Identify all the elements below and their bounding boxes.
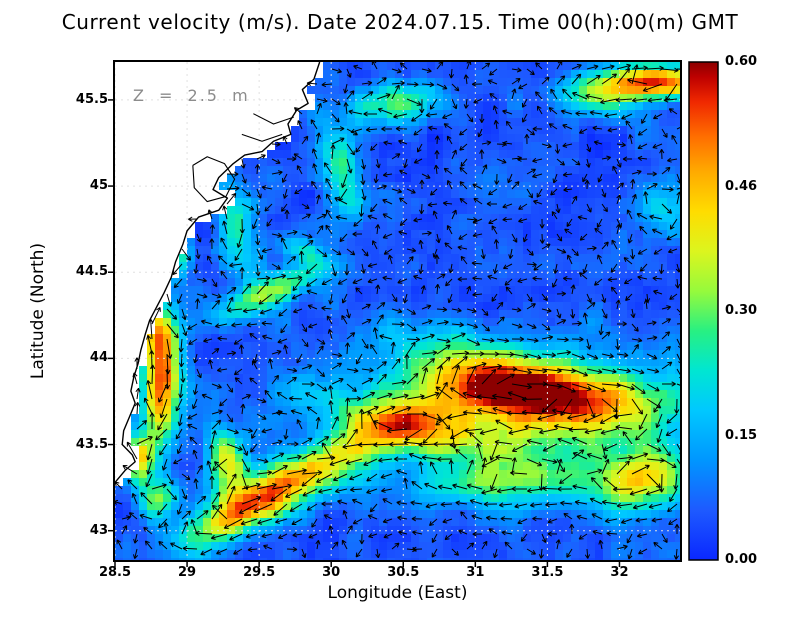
colorbar-tick-label: 0.15 xyxy=(725,427,758,443)
x-tick-label: 28.5 xyxy=(98,565,132,580)
x-tick-label: 31 xyxy=(466,565,485,580)
colorbar-tick-label: 0.00 xyxy=(725,552,758,567)
y-tick-label: 44 xyxy=(89,350,108,366)
y-tick-label: 43.5 xyxy=(75,436,108,452)
x-axis-label: Longitude (East) xyxy=(327,583,468,603)
y-axis-label: Latitude (North) xyxy=(28,242,48,380)
colorbar-tick-label: 0.30 xyxy=(725,303,758,318)
y-tick-label: 45 xyxy=(89,178,108,194)
colorbar-tick-label: 0.60 xyxy=(725,54,758,69)
x-tick-label: 29.5 xyxy=(243,565,276,580)
x-tick-label: 31.5 xyxy=(531,565,564,580)
colorbar xyxy=(689,62,718,560)
colorbar-tick-label: 0.46 xyxy=(725,178,758,194)
x-tick-label: 29 xyxy=(178,565,197,580)
x-tick-label: 32 xyxy=(610,565,629,580)
x-tick-label: 30.5 xyxy=(387,565,420,580)
x-tick-label: 30 xyxy=(322,565,341,580)
plot-area xyxy=(115,62,680,560)
y-tick-label: 45.5 xyxy=(75,91,108,107)
depth-annotation: Z = 2.5 m xyxy=(133,86,250,105)
y-tick-label: 44.5 xyxy=(75,264,108,280)
y-tick-label: 43 xyxy=(89,522,108,538)
chart-title: Current velocity (m/s). Date 2024.07.15.… xyxy=(61,10,739,34)
